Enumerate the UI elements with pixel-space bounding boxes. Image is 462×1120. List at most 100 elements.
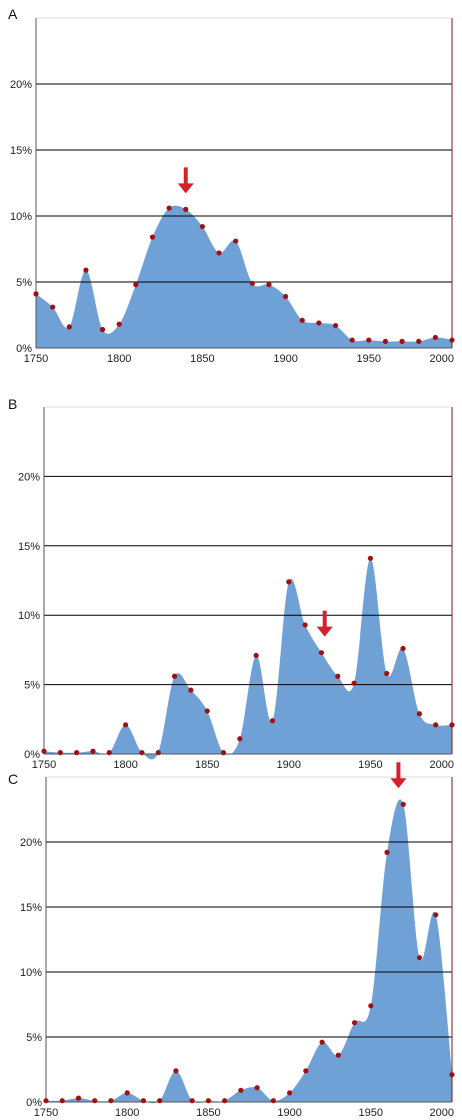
data-point (416, 711, 422, 717)
data-point (299, 317, 305, 323)
x-tick-label: 1950 (359, 1107, 383, 1119)
data-point (123, 722, 129, 728)
y-tick-label: 20% (18, 471, 40, 483)
data-point (254, 1085, 260, 1091)
x-tick-label: 1950 (357, 353, 381, 365)
arrow-marker (177, 167, 194, 194)
data-point (139, 750, 145, 756)
x-tick-label: 1900 (273, 353, 297, 365)
data-point (287, 1090, 293, 1096)
data-point (266, 282, 272, 288)
data-point (238, 1087, 244, 1093)
panel-a: A 0% 5% 10% 15% 20% 1750 1800 1850 1900 1950 2000 (0, 0, 462, 372)
data-point (319, 1039, 325, 1045)
y-tick-label: 20% (20, 837, 42, 849)
data-point (303, 1068, 309, 1074)
data-point (216, 250, 222, 256)
data-point (249, 280, 255, 286)
data-point (283, 293, 289, 300)
chart-c: 0% 5% 10% 15% 20% 1750 1800 1850 1900 1950 2000 (20, 762, 455, 1119)
x-tick-label: 1850 (196, 1107, 220, 1119)
chart-b: 0% 5% 10% 15% 20% 1750 1800 1850 1900 1950 2000 (18, 406, 455, 771)
x-tick-label: 1750 (24, 353, 48, 365)
data-point (432, 334, 438, 341)
data-point (199, 223, 205, 230)
y-tick-label: 5% (16, 277, 32, 289)
data-point (50, 304, 56, 310)
data-point (233, 238, 239, 244)
data-point (449, 1072, 455, 1078)
data-point (90, 748, 96, 754)
data-point (367, 555, 373, 561)
arrow-head (177, 183, 194, 194)
area-series (44, 558, 452, 760)
y-tick-label: 10% (18, 610, 40, 622)
data-point (205, 1098, 211, 1104)
data-point (92, 1098, 98, 1104)
data-point (74, 750, 80, 756)
data-point (140, 1098, 147, 1104)
data-point (189, 1098, 195, 1104)
data-point (351, 680, 357, 686)
data-point (302, 622, 308, 628)
data-point (183, 206, 189, 212)
data-point (133, 282, 139, 288)
data-point (449, 337, 455, 343)
arrow-head (390, 778, 407, 789)
data-point (433, 722, 439, 728)
arrow-marker (316, 610, 333, 637)
x-tick-label: 1950 (358, 759, 382, 771)
data-point (368, 1003, 374, 1009)
y-tick-label: 15% (18, 541, 40, 553)
y-tick-label: 5% (24, 680, 40, 692)
panel-label-b: B (8, 396, 18, 412)
arrow-marker (390, 762, 407, 789)
data-point (124, 1090, 130, 1096)
data-point (351, 1020, 358, 1026)
area-series (46, 799, 452, 1104)
area-series (36, 205, 452, 348)
y-tick-label: 0% (16, 343, 32, 355)
data-point (335, 673, 341, 679)
data-point (59, 1098, 65, 1104)
y-tick-label: 15% (20, 902, 42, 914)
data-point (83, 267, 89, 273)
data-point (366, 337, 372, 343)
y-tick-label: 0% (24, 749, 40, 761)
data-point (382, 338, 389, 344)
panel-label-a: A (8, 6, 18, 22)
data-point (222, 1098, 228, 1104)
data-point (171, 673, 178, 679)
y-tick-label: 10% (10, 211, 32, 223)
data-point (237, 736, 243, 742)
data-point (106, 750, 112, 756)
data-point (220, 750, 227, 756)
data-point (384, 849, 390, 855)
data-point (318, 650, 325, 656)
data-point (173, 1068, 179, 1074)
data-point (99, 326, 106, 333)
x-tick-label: 1800 (115, 1107, 139, 1119)
data-point (149, 234, 156, 240)
y-tick-label: 5% (26, 1032, 42, 1044)
data-point (449, 722, 455, 728)
data-point (57, 750, 63, 756)
data-point (399, 338, 405, 344)
data-point (335, 1052, 341, 1058)
arrow-head (316, 626, 333, 637)
data-point (316, 320, 322, 326)
data-point (349, 337, 355, 343)
data-point (41, 748, 47, 754)
panel-b: B 0% 5% 10% 15% 20% 1750 1800 1850 1900 1950 2000 (0, 372, 462, 771)
data-point (400, 645, 406, 652)
y-tick-label: 15% (10, 145, 32, 157)
x-tick-label: 2000 (430, 759, 454, 771)
chart-a: 0% 5% 10% 15% 20% 1750 1800 1850 1900 1950 2000 (10, 17, 455, 365)
data-point (204, 708, 210, 714)
x-tick-label: 2000 (430, 353, 454, 365)
data-point (253, 652, 259, 659)
x-tick-label: 1850 (195, 759, 219, 771)
x-tick-label: 1750 (32, 759, 56, 771)
data-point (332, 322, 339, 329)
data-point (270, 1098, 276, 1104)
